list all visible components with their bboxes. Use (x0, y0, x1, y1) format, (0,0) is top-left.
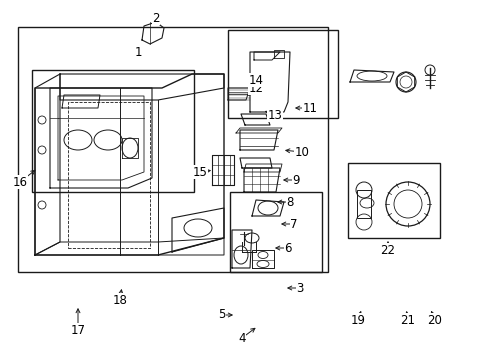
Text: 12: 12 (248, 81, 263, 94)
Bar (229, 192, 321, 272)
Text: 22: 22 (380, 243, 395, 256)
Text: 19: 19 (350, 314, 365, 327)
Text: 14: 14 (248, 73, 263, 86)
Text: 17: 17 (70, 324, 85, 337)
Text: 18: 18 (112, 293, 127, 306)
Text: 2: 2 (152, 12, 160, 24)
Text: 1: 1 (134, 45, 142, 59)
Text: 7: 7 (290, 217, 297, 230)
Bar (227, 30, 337, 118)
Bar (18, 27, 327, 272)
Text: 9: 9 (292, 174, 299, 186)
Text: 3: 3 (296, 282, 303, 294)
Text: 15: 15 (192, 166, 207, 179)
Text: 21: 21 (400, 314, 415, 327)
Text: 4: 4 (238, 332, 245, 345)
Text: 5: 5 (218, 309, 225, 321)
Text: 13: 13 (267, 108, 282, 122)
Text: 10: 10 (294, 145, 309, 158)
Text: 8: 8 (286, 195, 293, 208)
Text: 6: 6 (284, 242, 291, 255)
Text: 11: 11 (302, 102, 317, 114)
Text: 16: 16 (13, 176, 27, 189)
Bar (356, 190, 370, 218)
Bar (32, 70, 194, 192)
Text: 20: 20 (427, 314, 442, 327)
Bar (347, 163, 439, 238)
